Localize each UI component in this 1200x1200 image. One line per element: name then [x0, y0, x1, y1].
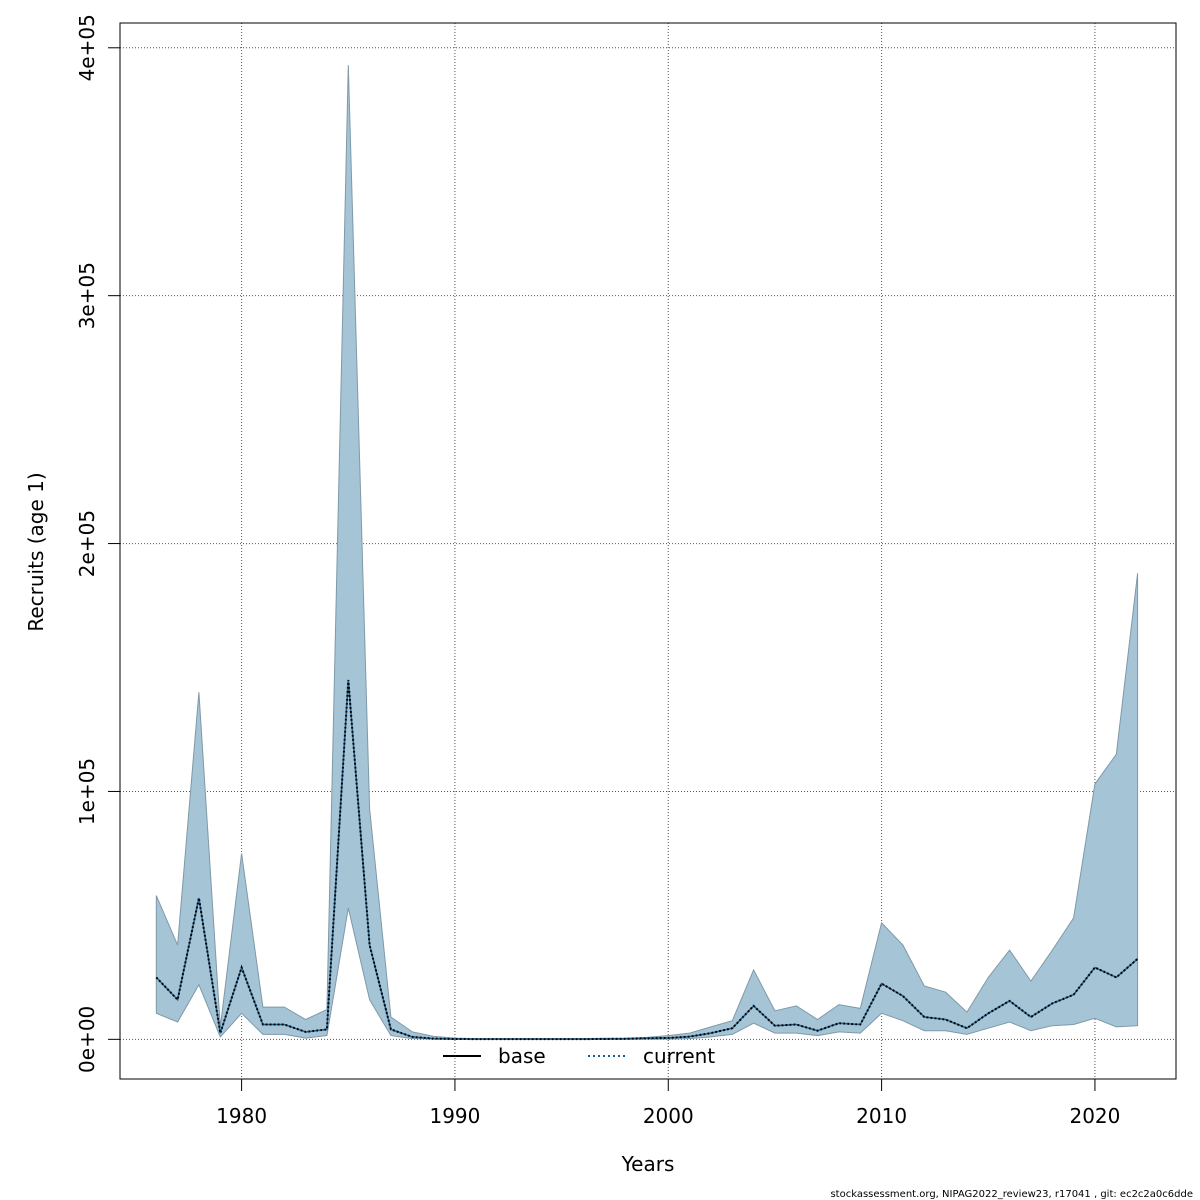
x-axis-title: Years [621, 1152, 675, 1176]
legend-label-base: base [498, 1044, 546, 1068]
y-axis: 0e+00 1e+05 2e+05 3e+05 4e+05 [75, 14, 120, 1073]
x-tick-label: 2010 [856, 1104, 907, 1128]
x-tick-label: 1990 [429, 1104, 480, 1128]
y-tick-label: 3e+05 [75, 262, 99, 329]
y-tick-label: 1e+05 [75, 758, 99, 825]
legend-label-current: current [643, 1044, 715, 1068]
x-axis: 1980 1990 2000 2010 2020 [216, 1078, 1120, 1128]
grid-lines [120, 23, 1176, 1079]
y-tick-label: 2e+05 [75, 510, 99, 577]
x-tick-label: 2020 [1069, 1104, 1120, 1128]
y-axis-title: Recruits (age 1) [24, 472, 48, 631]
x-tick-label: 2000 [643, 1104, 694, 1128]
legend: base current [443, 1044, 715, 1068]
y-tick-label: 0e+00 [75, 1006, 99, 1073]
y-tick-label: 4e+05 [75, 14, 99, 81]
footer-note: stockassessment.org, NIPAG2022_review23,… [830, 1189, 1193, 1200]
plot-frame [119, 22, 1177, 1080]
x-tick-label: 1980 [216, 1104, 267, 1128]
series-line-current [155, 679, 1139, 1040]
confidence-band [155, 65, 1139, 1040]
